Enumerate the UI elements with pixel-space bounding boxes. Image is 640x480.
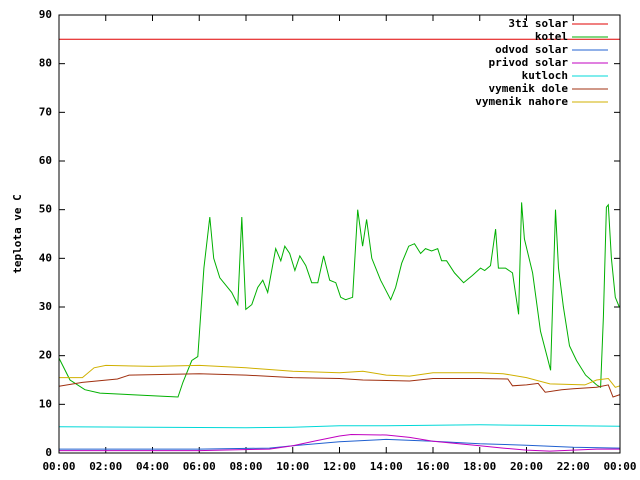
y-tick-label: 70 (39, 105, 52, 118)
x-tick-label: 00:00 (603, 460, 636, 473)
y-tick-label: 80 (39, 57, 52, 70)
x-tick-label: 02:00 (89, 460, 122, 473)
x-tick-label: 20:00 (510, 460, 543, 473)
y-axis-label: teplota ve C (11, 194, 24, 273)
x-tick-label: 00:00 (42, 460, 75, 473)
x-tick-label: 22:00 (557, 460, 590, 473)
plot-border (58, 14, 621, 454)
y-tick-label: 10 (39, 397, 52, 410)
series-line (58, 202, 620, 398)
legend-label: kutloch (522, 69, 568, 82)
legend-label: kotel (535, 30, 568, 43)
y-tick-label: 40 (39, 251, 52, 264)
y-tick-label: 0 (45, 446, 52, 459)
legend-label: vymenik dole (489, 82, 569, 95)
x-tick-label: 12:00 (323, 460, 356, 473)
series-line (58, 373, 621, 398)
x-tick-label: 06:00 (183, 460, 216, 473)
legend-label: odvod solar (495, 43, 568, 56)
legend-label: privod solar (489, 56, 569, 69)
y-tick-label: 90 (39, 8, 52, 21)
y-tick-label: 20 (39, 349, 52, 362)
x-tick-label: 04:00 (136, 460, 169, 473)
x-tick-label: 16:00 (416, 460, 449, 473)
series-line (58, 424, 621, 429)
y-tick-label: 60 (39, 154, 52, 167)
x-tick-label: 08:00 (229, 460, 262, 473)
y-tick-label: 30 (39, 300, 52, 313)
legend-label: 3ti solar (508, 17, 568, 30)
y-tick-label: 50 (39, 203, 52, 216)
legend-label: vymenik nahore (475, 95, 568, 108)
x-tick-label: 10:00 (276, 460, 309, 473)
series-line (59, 433, 620, 452)
x-tick-label: 18:00 (463, 460, 496, 473)
x-tick-label: 14:00 (370, 460, 403, 473)
series-line (59, 364, 621, 388)
series-line (59, 438, 621, 450)
